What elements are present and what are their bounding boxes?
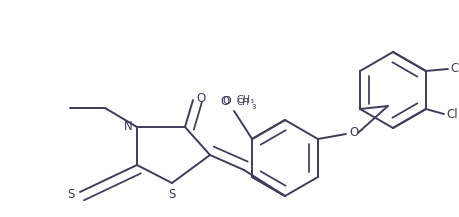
Text: O: O: [196, 92, 205, 105]
Text: S: S: [67, 187, 75, 201]
Text: N: N: [124, 120, 133, 133]
Text: S: S: [168, 189, 176, 202]
Text: Cl: Cl: [450, 62, 459, 76]
Text: O: O: [221, 95, 230, 108]
Text: CH₃: CH₃: [236, 95, 254, 105]
Text: Cl: Cl: [446, 107, 458, 120]
Text: O: O: [222, 96, 231, 106]
Text: CH: CH: [236, 98, 249, 107]
Text: 3: 3: [251, 104, 256, 110]
Text: O: O: [349, 127, 358, 140]
